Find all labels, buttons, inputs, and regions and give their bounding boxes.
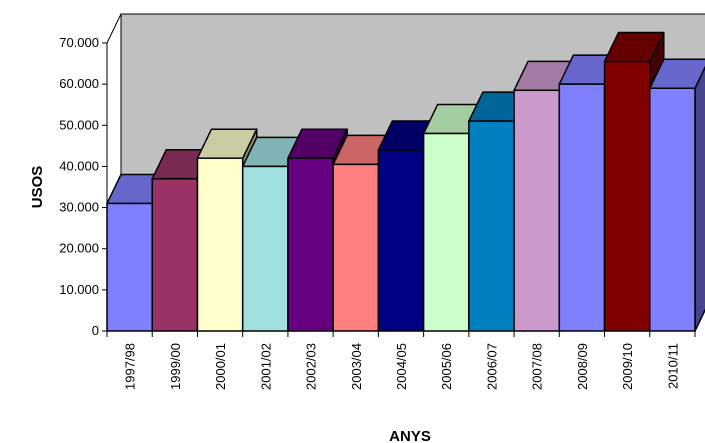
y-tick-label: 50.000 (59, 117, 99, 132)
y-tick-label: 10.000 (59, 282, 99, 297)
y-tick-label: 70.000 (59, 35, 99, 50)
bar-front (558, 83, 606, 332)
x-tick-label: 2008/09 (575, 343, 590, 390)
bar-front (468, 120, 515, 332)
x-tick-label: 2007/08 (530, 343, 545, 390)
bar-front (287, 157, 334, 332)
y-tick-label: 60.000 (59, 76, 99, 91)
x-tick-label: 2002/03 (304, 343, 319, 390)
bar-front (377, 149, 425, 332)
y-axis-title: USOS (29, 166, 46, 209)
bar-front (332, 163, 380, 332)
bar-front (422, 132, 470, 332)
bar-front (513, 89, 561, 332)
x-tick-label: 2001/02 (258, 343, 273, 390)
bar-front (151, 178, 199, 332)
x-tick-label: 1999/00 (168, 343, 183, 390)
x-tick-label: 2005/06 (439, 343, 454, 390)
x-tick-label: 2010/11 (665, 343, 680, 389)
bar-front (106, 202, 153, 332)
bar-front (649, 87, 696, 332)
bar-front (603, 60, 651, 332)
bar-front (241, 165, 289, 332)
y-tick-label: 20.000 (59, 241, 99, 256)
x-axis-title: ANYS (389, 428, 431, 443)
x-tick-label: 2004/05 (394, 343, 409, 390)
y-tick-label: 30.000 (59, 200, 99, 215)
bar (649, 58, 705, 332)
y-tick-label: 0 (92, 323, 99, 338)
bar-side (694, 65, 705, 332)
x-tick-label: 2009/10 (620, 343, 635, 390)
y-tick-label: 40.000 (59, 158, 99, 173)
x-tick-label: 2000/01 (213, 343, 228, 390)
x-tick-label: 2006/07 (484, 343, 499, 390)
x-tick-label: 1997/98 (123, 343, 138, 390)
bar-front (196, 157, 244, 332)
x-tick-label: 2003/04 (349, 343, 364, 390)
